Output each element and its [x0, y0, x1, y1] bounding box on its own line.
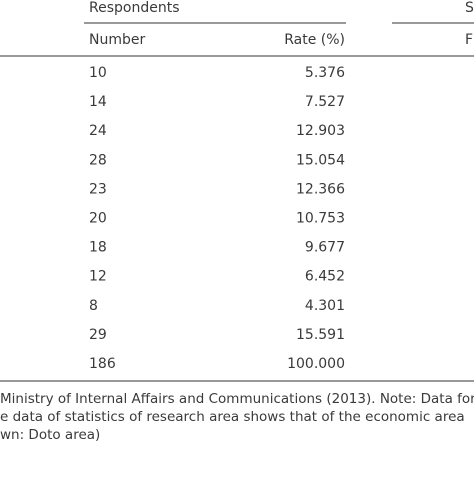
cell-rate: 9.677: [305, 240, 345, 256]
group-header: Respondents: [89, 0, 180, 16]
cell-rate: 4.301: [305, 298, 345, 314]
footnote-line: Ministry of Internal Affairs and Communi…: [0, 391, 474, 407]
cell-rate: 6.452: [305, 269, 345, 285]
cell-rate: 12.903: [296, 123, 345, 139]
column-header: F: [465, 32, 473, 48]
cell-rate: 12.366: [296, 181, 345, 197]
cell-number: 14: [89, 94, 107, 110]
cell-number: 20: [89, 211, 107, 227]
column-header: Number: [89, 32, 145, 48]
column-header: Rate (%): [284, 32, 345, 48]
cell-rate: 7.527: [305, 94, 345, 110]
cell-number: 10: [89, 65, 107, 81]
footnote-line: e data of statistics of research area sh…: [0, 409, 465, 425]
cell-number: 24: [89, 123, 107, 139]
cell-rate: 10.753: [296, 211, 345, 227]
cell-number: 28: [89, 152, 107, 168]
cell-number: 23: [89, 181, 107, 197]
footnote-line: wn: Doto area): [0, 427, 100, 443]
cell-rate: 15.591: [296, 327, 345, 343]
cell-rate: 100.000: [287, 356, 345, 372]
cell-rate: 15.054: [296, 152, 345, 168]
group-header: S: [465, 0, 474, 16]
cell-number: 8: [89, 298, 98, 314]
cell-rate: 5.376: [305, 65, 345, 81]
cell-number: 18: [89, 240, 107, 256]
cell-number: 12: [89, 269, 107, 285]
cell-number: 186: [89, 356, 116, 372]
cell-number: 29: [89, 327, 107, 343]
